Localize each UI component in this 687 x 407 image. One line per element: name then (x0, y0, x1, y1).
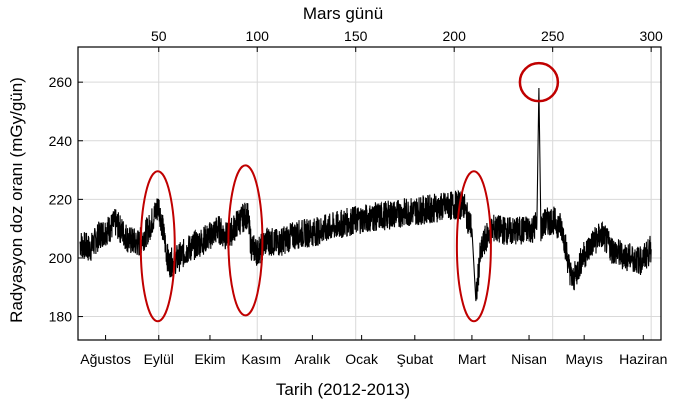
highlight-ellipse (227, 164, 264, 317)
y-axis-title: Radyasyon doz oranı (mGy/gün) (7, 77, 26, 323)
month-label: Şubat (397, 351, 434, 367)
month-label: Ekim (194, 351, 225, 367)
month-label: Nisan (511, 351, 547, 367)
month-label: Aralık (294, 351, 331, 367)
month-label: Eylül (144, 351, 174, 367)
top-tick-label: 250 (541, 28, 565, 44)
highlight-ellipse (455, 170, 492, 323)
month-label: Haziran (619, 351, 667, 367)
y-tick-label: 180 (49, 309, 73, 325)
month-label: Ağustos (80, 351, 131, 367)
y-tick-label: 240 (49, 133, 73, 149)
top-tick-label: 150 (344, 28, 368, 44)
highlight-circle (518, 61, 560, 103)
y-tick-label: 220 (49, 191, 73, 207)
top-tick-label: 200 (443, 28, 467, 44)
top-tick-label: 50 (151, 28, 167, 44)
top-tick-label: 300 (639, 28, 663, 44)
plot-frame (77, 46, 662, 341)
month-label: Ocak (345, 351, 379, 367)
top-tick-label: 100 (246, 28, 270, 44)
month-label: Kasım (241, 351, 281, 367)
month-label: Mart (458, 351, 486, 367)
tick-labels: 180 200 220 240 260 50 100 150 200 250 300 Ağustos E… (49, 28, 668, 367)
highlight-ellipse (139, 170, 176, 323)
y-tick-label: 260 (49, 74, 73, 90)
top-axis-title: Mars günü (303, 4, 383, 23)
y-tick-label: 200 (49, 250, 73, 266)
month-label: Mayıs (566, 351, 603, 367)
x-axis-title: Tarih (2012-2013) (276, 380, 410, 399)
annotations (139, 61, 560, 323)
